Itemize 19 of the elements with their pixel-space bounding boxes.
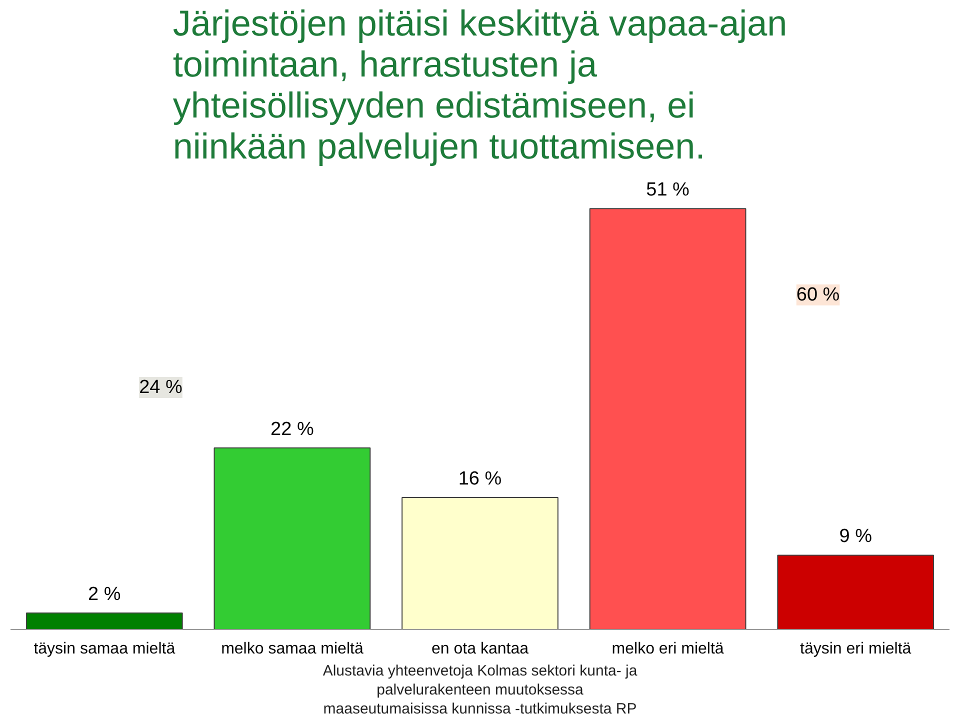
bar xyxy=(214,447,371,630)
x-tick-label: täysin samaa mieltä xyxy=(34,640,176,658)
bar xyxy=(402,496,558,630)
x-tick-label: täysin eri mieltä xyxy=(800,640,912,658)
bar xyxy=(26,612,183,630)
x-tick-label: en ota kantaa xyxy=(432,640,529,658)
data-label: 51 % xyxy=(646,180,690,201)
text: Alustavia yhteenvetoja Kolmas sektori kunta- ja palvelurakenteen muutoksessa maaseutumaisissa kunnissa -tutkimuksesta RP xyxy=(322,662,638,717)
data-label: 22 % xyxy=(270,418,314,440)
x-tick-label: melko samaa mieltä xyxy=(221,640,364,658)
x-tick-label: melko eri mieltä xyxy=(612,640,724,658)
data-label: 9 % xyxy=(839,526,872,548)
annotation: 24 % xyxy=(139,377,182,398)
data-label: 2 % xyxy=(88,584,121,605)
annotation: 60 % xyxy=(796,284,840,306)
bar xyxy=(589,208,746,630)
bar xyxy=(777,554,934,630)
data-label: 16 % xyxy=(458,468,502,490)
chart-title: Järjestöjen pitäisi keskittyä vapaa-ajan toimintaan, harrastusten ja yhteisöllisyyden edistämiseen, ei niinkään palvelujen tuottamiseen. xyxy=(172,2,788,166)
